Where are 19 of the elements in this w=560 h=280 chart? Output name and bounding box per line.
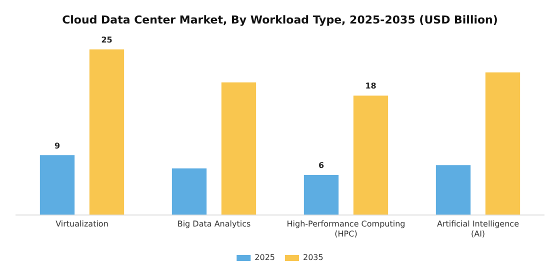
chart-title: Cloud Data Center Market, By Workload Type, 2025-2035 (USD Billion) <box>62 13 498 26</box>
legend-label: 2025 <box>254 253 275 262</box>
bar <box>485 72 520 215</box>
data-label: 6 <box>318 161 324 170</box>
x-tick-label: Artificial Intelligence (AI) <box>437 220 520 238</box>
x-tick-label: Virtualization <box>56 220 108 229</box>
data-label: 25 <box>101 35 113 44</box>
bar <box>40 155 75 215</box>
bar <box>353 96 388 215</box>
bar <box>172 168 207 215</box>
bar <box>221 82 256 215</box>
legend-label: 2035 <box>303 253 324 262</box>
x-tick-label: Big Data Analytics <box>177 220 251 229</box>
data-label: 18 <box>365 82 377 91</box>
bar <box>89 49 124 215</box>
bar <box>436 165 471 215</box>
x-tick-label: High-Performance Computing (HPC) <box>286 220 406 238</box>
bar <box>304 175 339 215</box>
data-label: 9 <box>54 141 60 150</box>
